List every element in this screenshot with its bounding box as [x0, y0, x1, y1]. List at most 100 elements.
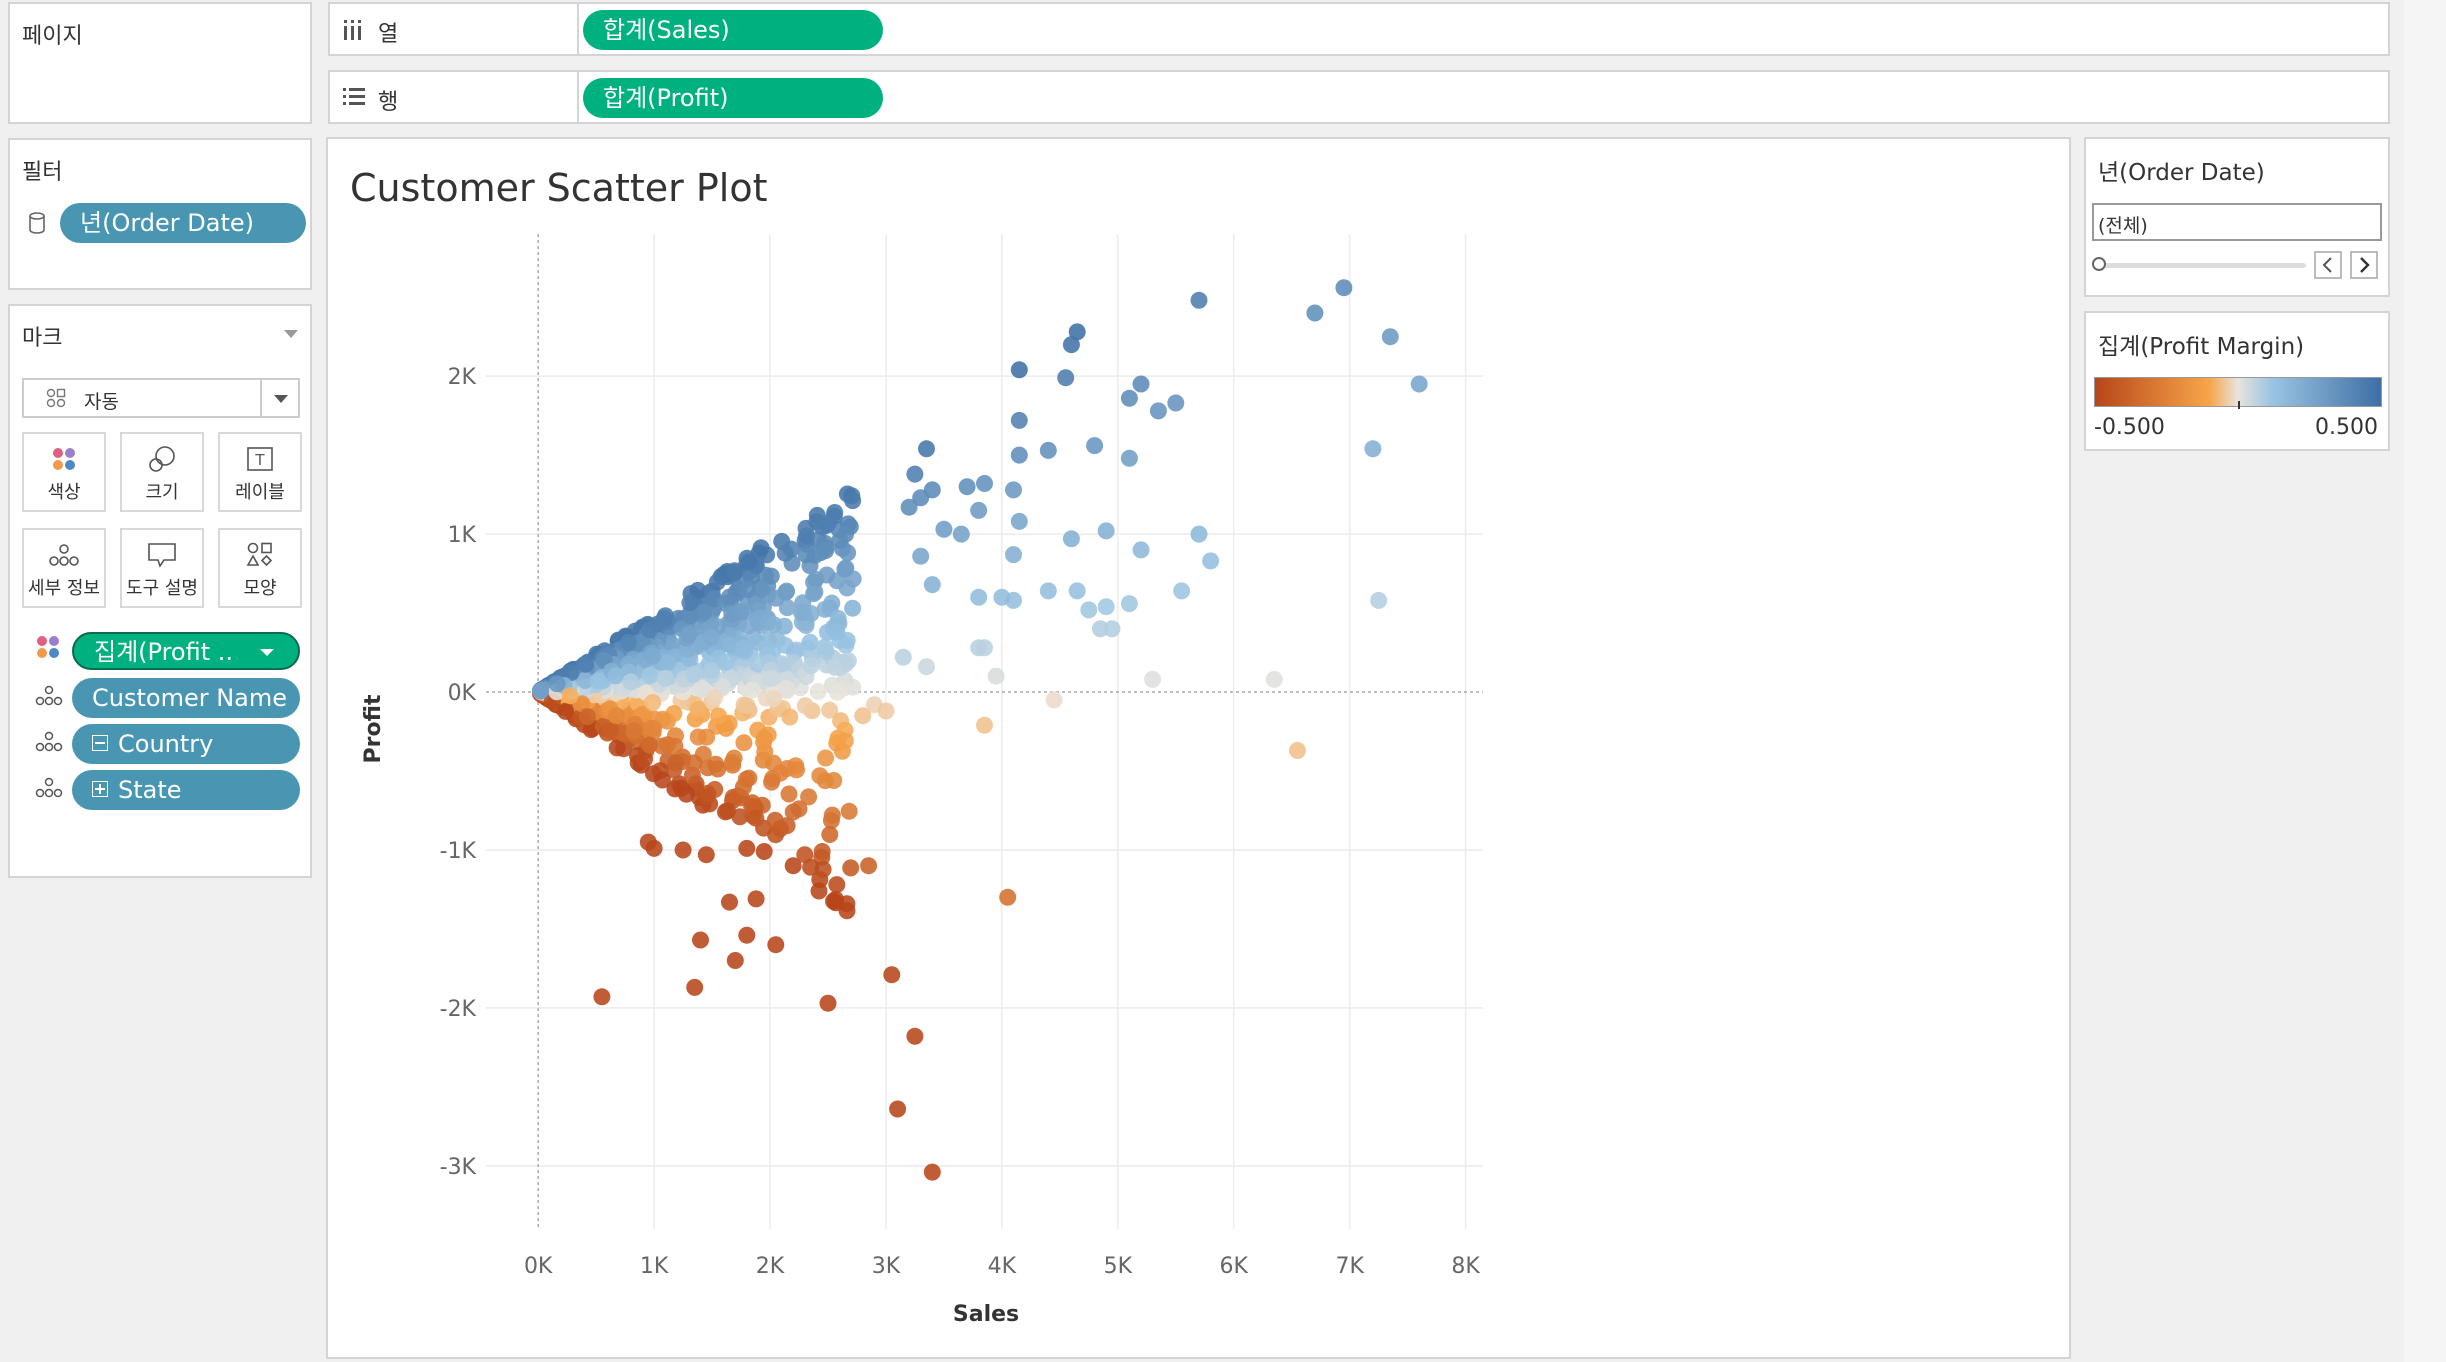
- data-point[interactable]: [796, 697, 814, 715]
- data-point[interactable]: [784, 803, 802, 821]
- data-point[interactable]: [819, 994, 837, 1012]
- data-point[interactable]: [1190, 525, 1208, 543]
- data-point[interactable]: [976, 639, 993, 657]
- data-point[interactable]: [970, 501, 988, 519]
- data-point[interactable]: [738, 581, 756, 598]
- data-point[interactable]: [622, 673, 640, 691]
- data-point[interactable]: [1167, 394, 1185, 412]
- data-point[interactable]: [620, 634, 637, 651]
- data-point[interactable]: [1010, 446, 1028, 464]
- caret-down-icon[interactable]: [260, 649, 274, 656]
- data-point[interactable]: [776, 636, 794, 654]
- data-point[interactable]: [709, 760, 727, 778]
- data-point[interactable]: [918, 440, 935, 458]
- data-point[interactable]: [737, 770, 755, 788]
- data-point[interactable]: [797, 527, 815, 545]
- columns-shelf[interactable]: 열 합계(Sales): [328, 2, 2390, 56]
- data-point[interactable]: [735, 639, 753, 657]
- data-point[interactable]: [755, 843, 773, 860]
- data-point[interactable]: [900, 498, 918, 516]
- rows-shelf[interactable]: 행 합계(Profit): [328, 70, 2390, 124]
- data-point[interactable]: [765, 690, 783, 708]
- data-point[interactable]: [577, 655, 595, 673]
- columns-pill-sales[interactable]: 합계(Sales): [583, 10, 883, 50]
- data-point[interactable]: [1005, 481, 1022, 499]
- data-point[interactable]: [838, 902, 856, 920]
- data-point[interactable]: [1010, 512, 1028, 530]
- data-points[interactable]: [532, 279, 1428, 1181]
- data-point[interactable]: [1086, 437, 1104, 455]
- filter-pill-order-date[interactable]: 년(Order Date): [60, 203, 306, 243]
- data-point[interactable]: [912, 547, 930, 565]
- data-point[interactable]: [796, 846, 814, 864]
- data-point[interactable]: [1062, 336, 1080, 354]
- data-point[interactable]: [821, 826, 839, 843]
- expand-icon[interactable]: [92, 781, 108, 797]
- data-point[interactable]: [814, 860, 832, 878]
- data-point[interactable]: [1080, 601, 1098, 619]
- data-point[interactable]: [811, 767, 829, 785]
- field-pill-country[interactable]: Country: [72, 724, 300, 764]
- data-point[interactable]: [935, 520, 953, 538]
- data-point[interactable]: [641, 736, 659, 754]
- data-point[interactable]: [689, 581, 707, 599]
- data-point[interactable]: [642, 666, 659, 684]
- data-point[interactable]: [576, 671, 594, 689]
- data-point[interactable]: [836, 732, 854, 750]
- data-point[interactable]: [810, 882, 828, 900]
- slider-track[interactable]: [2100, 263, 2306, 268]
- data-point[interactable]: [1202, 552, 1220, 570]
- data-point[interactable]: [821, 701, 839, 719]
- rows-pill-profit[interactable]: 합계(Profit): [583, 78, 883, 118]
- data-point[interactable]: [1005, 546, 1022, 564]
- data-point[interactable]: [735, 734, 753, 752]
- data-point[interactable]: [708, 573, 726, 591]
- data-point[interactable]: [818, 566, 836, 584]
- data-point[interactable]: [923, 1163, 941, 1181]
- data-point[interactable]: [589, 672, 607, 690]
- data-point[interactable]: [894, 648, 912, 666]
- slider-handle[interactable]: [2092, 257, 2106, 271]
- data-point[interactable]: [1370, 591, 1388, 609]
- data-point[interactable]: [657, 669, 674, 687]
- data-point[interactable]: [702, 662, 720, 680]
- data-point[interactable]: [1364, 440, 1382, 458]
- chart-panel[interactable]: Customer Scatter Plot 0K 1K 2K 3K 4K 5K 6K 7K 8K…: [326, 137, 2071, 1359]
- data-point[interactable]: [976, 475, 993, 492]
- data-point[interactable]: [793, 604, 810, 621]
- data-point[interactable]: [689, 728, 707, 746]
- data-point[interactable]: [819, 514, 837, 532]
- data-point[interactable]: [1410, 375, 1428, 393]
- data-point[interactable]: [816, 600, 834, 618]
- data-point[interactable]: [889, 1100, 907, 1118]
- data-point[interactable]: [1381, 328, 1399, 346]
- data-point[interactable]: [1173, 582, 1191, 600]
- data-point[interactable]: [689, 701, 707, 718]
- data-point[interactable]: [1062, 530, 1080, 548]
- data-point[interactable]: [685, 754, 703, 772]
- data-point[interactable]: [831, 531, 849, 549]
- data-point[interactable]: [1010, 411, 1028, 429]
- data-point[interactable]: [778, 680, 795, 698]
- data-point[interactable]: [976, 716, 993, 734]
- data-point[interactable]: [1057, 369, 1075, 387]
- data-point[interactable]: [877, 702, 895, 720]
- data-point[interactable]: [823, 806, 841, 824]
- data-point[interactable]: [697, 846, 715, 864]
- data-point[interactable]: [809, 683, 827, 700]
- color-legend-card[interactable]: 집계(Profit Margin) -0.500 0.500: [2084, 311, 2390, 451]
- data-point[interactable]: [557, 702, 575, 720]
- data-point[interactable]: [1335, 279, 1353, 297]
- scatter-plot[interactable]: Customer Scatter Plot 0K 1K 2K 3K 4K 5K 6K 7K 8K…: [328, 139, 2069, 1357]
- data-point[interactable]: [906, 465, 924, 483]
- data-point[interactable]: [1132, 541, 1150, 559]
- filters-panel[interactable]: 필터 년(Order Date): [8, 138, 312, 290]
- data-point[interactable]: [740, 553, 758, 571]
- data-point[interactable]: [721, 636, 739, 654]
- data-point[interactable]: [726, 564, 743, 582]
- data-point[interactable]: [987, 667, 1005, 685]
- data-point[interactable]: [826, 658, 844, 676]
- data-point[interactable]: [548, 675, 566, 693]
- data-point[interactable]: [1045, 691, 1063, 709]
- data-point[interactable]: [817, 642, 835, 660]
